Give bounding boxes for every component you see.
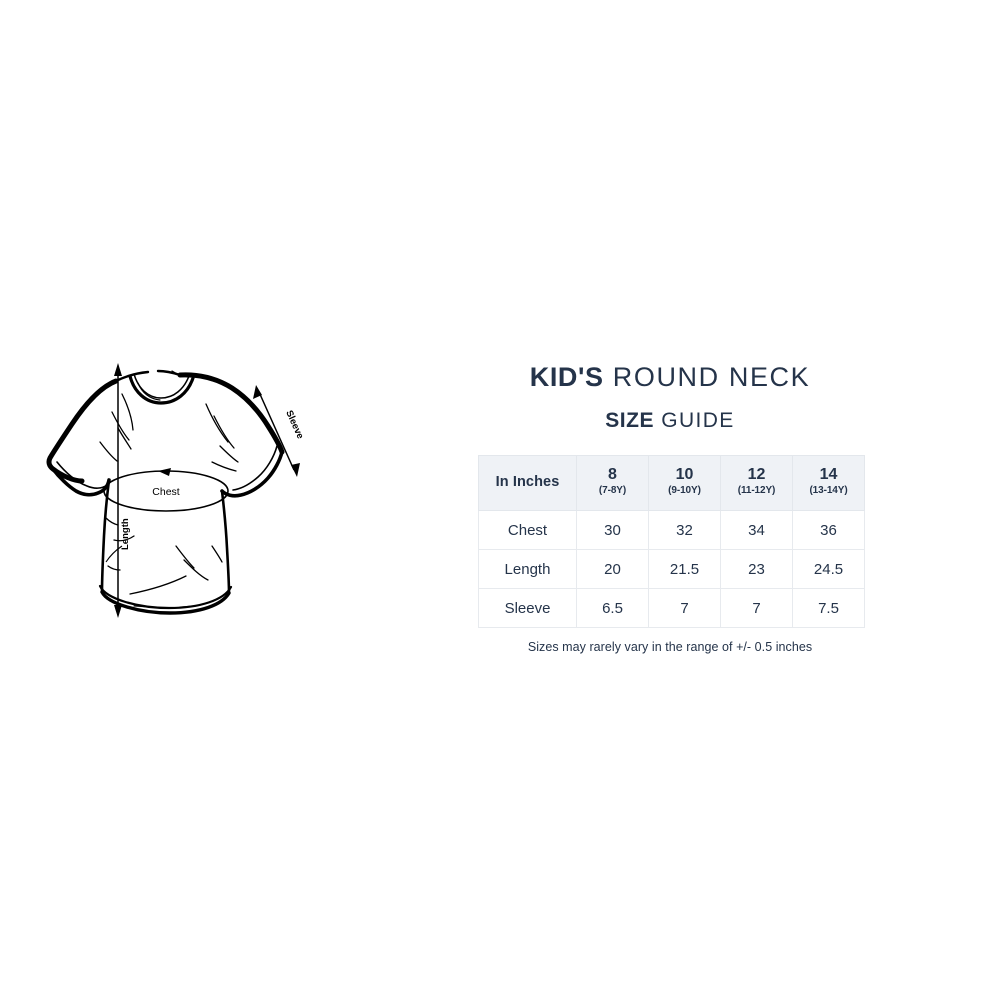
length-label: Length bbox=[120, 518, 131, 550]
column-header-size-14: 14 (13-14Y) bbox=[792, 455, 865, 512]
row-label-sleeve: Sleeve bbox=[478, 588, 577, 629]
cell-length-14: 24.5 bbox=[792, 549, 865, 590]
size-age-range: (9-10Y) bbox=[668, 485, 701, 497]
column-header-size-10: 10 (9-10Y) bbox=[648, 455, 721, 512]
size-variation-note: Sizes may rarely vary in the range of +/… bbox=[527, 640, 813, 655]
page-title-strong: KID'S bbox=[529, 362, 604, 392]
cell-sleeve-12: 7 bbox=[720, 588, 793, 629]
cell-chest-10: 32 bbox=[648, 510, 721, 551]
page-subtitle: SIZE GUIDE bbox=[430, 409, 910, 433]
column-header-size-8: 8 (7-8Y) bbox=[576, 455, 649, 512]
chest-measure-ellipse bbox=[103, 468, 229, 512]
chest-label: Chest bbox=[152, 486, 180, 498]
cell-sleeve-14: 7.5 bbox=[792, 588, 865, 629]
cell-sleeve-8: 6.5 bbox=[576, 588, 649, 629]
size-age-range: (7-8Y) bbox=[598, 485, 627, 497]
sleeve-label: Sleeve bbox=[283, 409, 305, 441]
column-header-units: In Inches bbox=[478, 455, 577, 512]
page-title-rest: ROUND NECK bbox=[603, 362, 811, 392]
size-value: 8 bbox=[608, 465, 617, 483]
size-guide-panel: KID'S ROUND NECK SIZE GUIDE In Inches 8 … bbox=[430, 362, 910, 654]
size-age-range: (13-14Y) bbox=[809, 485, 848, 497]
page-subtitle-rest: GUIDE bbox=[653, 409, 735, 433]
cell-length-8: 20 bbox=[576, 549, 649, 590]
cell-chest-14: 36 bbox=[792, 510, 865, 551]
row-label-length: Length bbox=[478, 549, 577, 590]
tshirt-diagram: Length Chest Sleeve bbox=[46, 363, 306, 618]
size-table-body: Chest 30 32 34 36 Length 20 21.5 23 24.5… bbox=[478, 510, 865, 629]
cell-chest-8: 30 bbox=[576, 510, 649, 551]
tshirt-outline bbox=[46, 369, 285, 615]
table-row: Chest 30 32 34 36 bbox=[478, 510, 865, 551]
title-block: KID'S ROUND NECK SIZE GUIDE bbox=[430, 362, 910, 433]
size-table-head: In Inches 8 (7-8Y) 10 (9-10Y) 12 (11-12Y… bbox=[478, 455, 865, 512]
size-age-range: (11-12Y) bbox=[737, 485, 776, 497]
table-row: Length 20 21.5 23 24.5 bbox=[478, 549, 865, 590]
cell-chest-12: 34 bbox=[720, 510, 793, 551]
sleeve-measure-line bbox=[253, 385, 300, 477]
table-header-row: In Inches 8 (7-8Y) 10 (9-10Y) 12 (11-12Y… bbox=[478, 455, 865, 512]
page-subtitle-strong: SIZE bbox=[605, 409, 654, 433]
page-title: KID'S ROUND NECK bbox=[430, 362, 910, 393]
table-row: Sleeve 6.5 7 7 7.5 bbox=[478, 588, 865, 629]
column-header-size-12: 12 (11-12Y) bbox=[720, 455, 793, 512]
size-value: 10 bbox=[675, 465, 694, 483]
tshirt-illustration: Length Chest Sleeve bbox=[30, 350, 350, 650]
size-table: In Inches 8 (7-8Y) 10 (9-10Y) 12 (11-12Y… bbox=[478, 455, 865, 629]
cell-length-12: 23 bbox=[720, 549, 793, 590]
length-measure-line bbox=[114, 363, 122, 618]
size-table-container: In Inches 8 (7-8Y) 10 (9-10Y) 12 (11-12Y… bbox=[430, 455, 910, 654]
row-label-chest: Chest bbox=[478, 510, 577, 551]
cell-length-10: 21.5 bbox=[648, 549, 721, 590]
size-value: 12 bbox=[747, 465, 766, 483]
size-value: 14 bbox=[819, 465, 838, 483]
cell-sleeve-10: 7 bbox=[648, 588, 721, 629]
